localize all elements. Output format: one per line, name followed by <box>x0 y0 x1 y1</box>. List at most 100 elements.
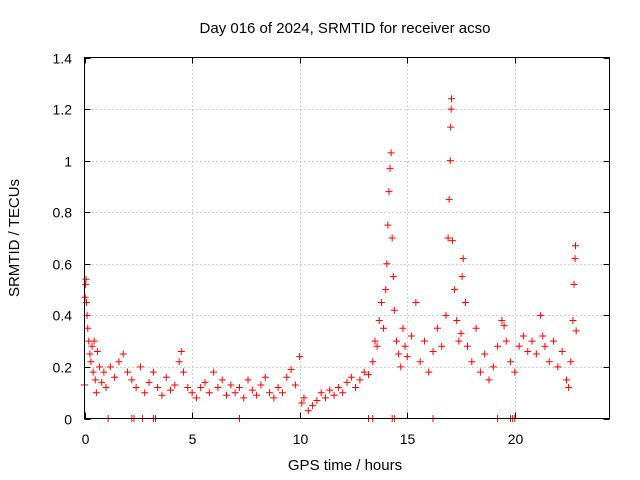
data-point <box>567 358 575 366</box>
data-point <box>468 358 476 366</box>
data-point <box>154 384 162 392</box>
data-point <box>223 391 231 399</box>
y-tick-label: 0 <box>64 412 72 428</box>
data-point <box>167 386 175 394</box>
data-point <box>88 342 96 350</box>
data-point <box>446 157 454 165</box>
data-point <box>321 394 329 402</box>
data-point <box>401 342 409 350</box>
data-point <box>558 347 566 355</box>
data-point <box>179 368 187 376</box>
data-point <box>498 317 506 325</box>
data-point <box>136 363 144 371</box>
data-point <box>425 368 433 376</box>
data-point <box>343 378 351 386</box>
data-point <box>403 353 411 361</box>
data-point <box>360 368 368 376</box>
data-point <box>244 376 252 384</box>
x-axis-label: GPS time / hours <box>288 457 402 474</box>
y-tick-label: 0.2 <box>53 360 73 376</box>
x-tick-labels: 0 5 10 15 20 <box>82 431 524 447</box>
data-point <box>184 384 192 392</box>
data-point <box>119 350 127 358</box>
data-point <box>380 324 388 332</box>
data-point <box>240 394 248 402</box>
data-point <box>442 311 450 319</box>
data-point <box>334 384 342 392</box>
data-point <box>106 363 114 371</box>
data-point <box>102 384 110 392</box>
data-point <box>433 324 441 332</box>
data-point <box>489 363 497 371</box>
y-tick-label: 1.4 <box>53 51 73 67</box>
data-point <box>145 378 153 386</box>
data-point <box>192 394 200 402</box>
chart-title: Day 016 of 2024, SRMTID for receiver acs… <box>200 20 491 37</box>
plot-frame <box>84 57 610 419</box>
data-point <box>476 368 484 376</box>
data-point <box>93 347 101 355</box>
data-point <box>438 342 446 350</box>
data-point <box>205 389 213 397</box>
data-point <box>132 384 140 392</box>
data-point <box>89 368 97 376</box>
data-point <box>235 384 243 392</box>
data-point <box>141 389 149 397</box>
data-point <box>158 391 166 399</box>
data-point <box>571 255 579 263</box>
data-point <box>385 188 393 196</box>
data-point <box>562 376 570 384</box>
data-point <box>330 391 338 399</box>
data-point <box>429 347 437 355</box>
data-point <box>397 363 405 371</box>
data-point <box>218 376 226 384</box>
x-tick-label: 10 <box>293 431 309 447</box>
data-point <box>90 337 98 345</box>
data-point <box>188 389 196 397</box>
data-point <box>392 337 400 345</box>
data-point <box>91 376 99 384</box>
y-tick-label: 0.6 <box>53 257 73 273</box>
data-point <box>210 368 218 376</box>
data-point <box>248 386 256 394</box>
data-point <box>313 396 321 404</box>
data-point <box>447 105 455 113</box>
data-point <box>445 195 453 203</box>
data-point <box>384 221 392 229</box>
data-point <box>82 275 90 283</box>
data-point <box>257 381 265 389</box>
y-axis-label: SRMTID / TECUs <box>6 179 23 297</box>
data-point <box>569 317 577 325</box>
data-point <box>519 332 527 340</box>
data-point <box>539 332 547 340</box>
y-tick-label: 0.8 <box>53 205 73 221</box>
data-point <box>287 366 295 374</box>
data-point <box>278 389 286 397</box>
data-point <box>412 298 420 306</box>
data-point <box>261 373 269 381</box>
data-point <box>296 353 304 361</box>
data-point <box>84 324 92 332</box>
data-point <box>369 358 377 366</box>
data-point <box>231 389 239 397</box>
data-point <box>270 394 278 402</box>
data-point <box>309 402 317 410</box>
data-point <box>528 337 536 345</box>
data-point <box>572 242 580 250</box>
data-point <box>171 381 179 389</box>
data-point <box>458 273 466 281</box>
data-point <box>356 376 364 384</box>
data-point <box>128 376 136 384</box>
x-tick-label: 5 <box>189 431 197 447</box>
data-points <box>81 95 580 422</box>
data-point <box>375 317 383 325</box>
data-point <box>485 376 493 384</box>
data-point <box>390 306 398 314</box>
data-point <box>124 368 132 376</box>
data-point <box>383 260 391 268</box>
data-point <box>481 350 489 358</box>
data-point <box>453 317 461 325</box>
data-point <box>448 95 456 103</box>
data-point <box>395 350 403 358</box>
data-point <box>447 123 455 131</box>
